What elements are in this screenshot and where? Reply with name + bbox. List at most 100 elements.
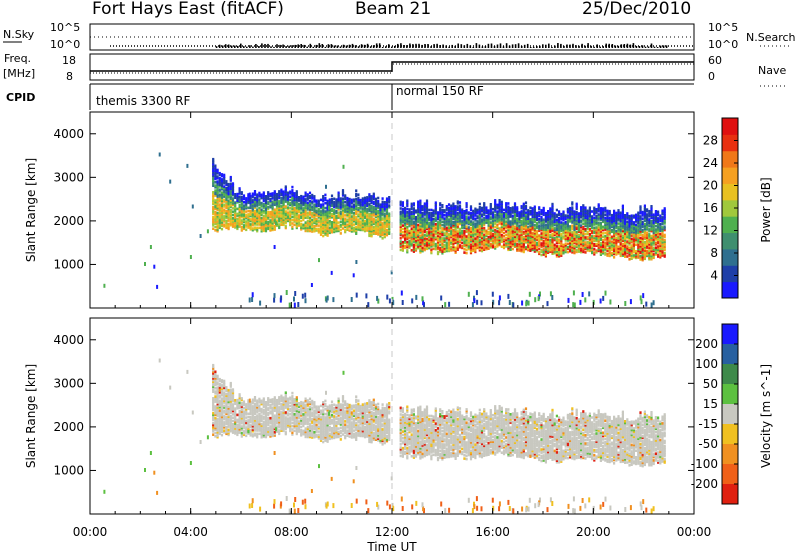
echo-pixel bbox=[646, 228, 649, 231]
echo-pixel bbox=[425, 227, 429, 231]
echo-pixel bbox=[544, 240, 547, 243]
echo-pixel bbox=[214, 184, 217, 187]
echo-pixel bbox=[302, 215, 305, 218]
echo-pixel bbox=[370, 210, 373, 213]
echo-pixel bbox=[518, 221, 521, 224]
echo-pixel bbox=[412, 250, 415, 253]
echo-pixel bbox=[580, 249, 583, 252]
echo-pixel bbox=[267, 197, 270, 201]
echo-pixel bbox=[436, 212, 440, 216]
nsearch-bar bbox=[291, 45, 293, 48]
echo-pixel bbox=[317, 224, 320, 227]
echo-pixel bbox=[311, 221, 314, 225]
echo-pixel bbox=[346, 210, 349, 213]
echo-pixel bbox=[300, 201, 303, 205]
echo-pixel bbox=[524, 232, 528, 236]
echo-pixel bbox=[577, 215, 580, 219]
echo-pixel bbox=[602, 240, 605, 243]
echo-pixel bbox=[529, 206, 532, 209]
echo-pixel bbox=[461, 225, 464, 228]
echo-pixel bbox=[469, 238, 473, 241]
echo-pixel bbox=[544, 218, 547, 222]
echo-pixel bbox=[227, 222, 230, 226]
echo-pixel bbox=[659, 242, 662, 246]
echo-pixel bbox=[474, 210, 477, 214]
echo-pixel bbox=[401, 211, 404, 214]
echo-pixel bbox=[591, 215, 594, 218]
echo-pixel bbox=[641, 225, 644, 229]
echo-pixel bbox=[392, 300, 395, 306]
echo-pixel bbox=[406, 234, 409, 237]
echo-pixel bbox=[595, 216, 598, 219]
echo-pixel bbox=[406, 230, 409, 234]
echo-pixel bbox=[531, 218, 534, 222]
echo-pixel bbox=[588, 228, 591, 231]
echo-pixel bbox=[227, 192, 230, 196]
echo-pixel bbox=[258, 191, 261, 195]
echo-pixel bbox=[643, 227, 646, 231]
nsearch-bar bbox=[445, 45, 447, 48]
echo-pixel bbox=[352, 226, 356, 230]
echo-pixel bbox=[562, 218, 565, 222]
echo-pixel bbox=[423, 205, 426, 209]
echo-pixel bbox=[555, 250, 558, 253]
echo-pixel bbox=[425, 244, 429, 247]
echo-pixel bbox=[417, 217, 420, 220]
echo-pixel bbox=[527, 238, 530, 242]
echo-pixel bbox=[231, 193, 235, 197]
echo-pixel bbox=[359, 222, 362, 225]
echo-pixel bbox=[264, 221, 268, 225]
echo-pixel bbox=[304, 298, 307, 304]
echo-pixel bbox=[524, 206, 528, 209]
echo-pixel bbox=[643, 241, 646, 244]
echo-pixel bbox=[300, 216, 303, 219]
echo-pixel bbox=[333, 200, 336, 204]
echo-pixel bbox=[223, 215, 226, 218]
echo-pixel bbox=[282, 192, 285, 195]
echo-pixel bbox=[529, 247, 532, 251]
echo-pixel bbox=[544, 228, 547, 232]
echo-pixel bbox=[571, 211, 574, 214]
echo-pixel bbox=[639, 206, 642, 210]
echo-pixel bbox=[597, 249, 600, 253]
echo-pixel bbox=[443, 217, 446, 220]
echo-pixel bbox=[401, 245, 404, 249]
echo-pixel bbox=[238, 197, 241, 200]
echo-pixel bbox=[575, 248, 578, 252]
echo-pixel bbox=[428, 213, 431, 217]
echo-pixel bbox=[469, 216, 473, 220]
echo-pixel bbox=[225, 183, 228, 186]
echo-pixel bbox=[564, 230, 567, 234]
nsearch-bar bbox=[484, 46, 487, 48]
echo-pixel bbox=[553, 212, 556, 215]
echo-pixel bbox=[308, 224, 312, 228]
echo-pixel bbox=[220, 179, 224, 183]
echo-pixel bbox=[648, 213, 651, 216]
echo-pixel bbox=[368, 232, 371, 236]
nsearch-bar bbox=[249, 45, 251, 48]
echo-pixel bbox=[284, 196, 287, 200]
echo-pixel bbox=[284, 195, 287, 198]
echo-pixel bbox=[439, 220, 442, 223]
echo-pixel bbox=[404, 239, 407, 243]
echo-pixel bbox=[626, 248, 629, 252]
echo-pixel bbox=[262, 211, 265, 214]
echo-pixel bbox=[522, 215, 525, 219]
echo-pixel bbox=[599, 241, 602, 245]
echo-pixel bbox=[458, 207, 462, 211]
echo-pixel bbox=[408, 219, 411, 223]
echo-pixel bbox=[606, 217, 609, 221]
echo-pixel bbox=[516, 247, 519, 251]
echo-pixel bbox=[317, 202, 320, 206]
echo-pixel bbox=[158, 152, 161, 157]
nsky-strip: N.Sky 10^5 10^0 10^5 10^0 N.Search bbox=[3, 21, 796, 51]
echo-pixel bbox=[558, 223, 561, 227]
echo-pixel bbox=[377, 196, 380, 200]
echo-pixel bbox=[511, 206, 514, 209]
echo-pixel bbox=[573, 240, 576, 243]
echo-pixel bbox=[439, 243, 442, 247]
echo-pixel bbox=[245, 205, 248, 208]
echo-pixel bbox=[271, 217, 274, 220]
echo-pixel bbox=[412, 240, 415, 243]
echo-pixel bbox=[326, 295, 329, 301]
